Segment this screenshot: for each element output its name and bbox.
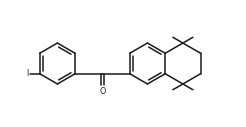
- Text: I: I: [27, 69, 29, 78]
- Text: O: O: [99, 87, 106, 96]
